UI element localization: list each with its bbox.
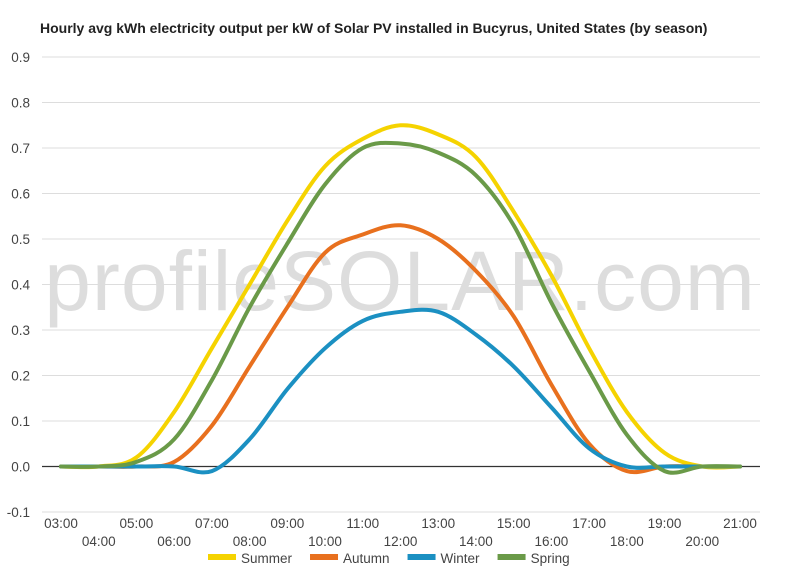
watermark-text: profileSOLAR.com	[44, 234, 756, 328]
x-tick-label: 11:00	[346, 516, 379, 531]
x-tick-label: 14:00	[459, 534, 493, 549]
y-tick-label: 0.4	[11, 278, 30, 293]
legend-label-summer: Summer	[241, 551, 293, 566]
x-tick-label: 19:00	[648, 516, 682, 531]
y-axis-ticks: 0.9 0.8 0.7 0.6 0.5 0.4 0.3 0.2 0.1 0.0 -0.1	[7, 50, 31, 520]
x-tick-label: 13:00	[421, 516, 455, 531]
x-tick-label: 05:00	[120, 516, 154, 531]
legend-swatch-summer	[208, 554, 236, 560]
x-tick-label: 03:00	[44, 516, 78, 531]
x-tick-label: 12:00	[384, 534, 418, 549]
chart-title: Hourly avg kWh electricity output per kW…	[40, 20, 707, 36]
legend-swatch-spring	[497, 554, 526, 560]
legend-label-winter: Winter	[441, 551, 481, 566]
y-tick-label: -0.1	[7, 505, 30, 520]
legend-swatch-winter	[407, 554, 436, 560]
x-tick-label: 20:00	[685, 534, 719, 549]
y-tick-label: 0.5	[11, 232, 30, 247]
y-tick-label: 0.0	[11, 460, 30, 475]
y-tick-label: 0.2	[11, 369, 30, 384]
x-tick-label: 06:00	[157, 534, 191, 549]
x-tick-label: 04:00	[82, 534, 116, 549]
series-lines	[59, 123, 742, 475]
y-tick-label: 0.6	[11, 187, 30, 202]
y-tick-label: 0.3	[11, 323, 30, 338]
x-tick-label: 10:00	[308, 534, 342, 549]
y-tick-label: 0.8	[11, 96, 30, 111]
legend-label-autumn: Autumn	[343, 551, 390, 566]
y-tick-label: 0.1	[11, 414, 30, 429]
x-tick-label: 16:00	[534, 534, 568, 549]
y-tick-label: 0.7	[11, 141, 30, 156]
x-tick-label: 18:00	[610, 534, 644, 549]
series-line-winter	[59, 307, 742, 475]
x-tick-label: 15:00	[497, 516, 531, 531]
series-line-spring	[59, 140, 742, 475]
x-tick-label: 21:00	[723, 516, 757, 531]
x-tick-label: 09:00	[270, 516, 304, 531]
series-line-autumn	[59, 223, 742, 475]
legend-swatch-autumn	[310, 554, 339, 560]
legend-label-spring: Spring	[531, 551, 570, 566]
x-tick-label: 07:00	[195, 516, 229, 531]
x-tick-label: 08:00	[233, 534, 267, 549]
y-tick-label: 0.9	[11, 50, 30, 65]
legend: Summer Autumn Winter Spring	[208, 551, 570, 566]
x-tick-label: 17:00	[572, 516, 606, 531]
series-line-summer	[59, 123, 742, 470]
